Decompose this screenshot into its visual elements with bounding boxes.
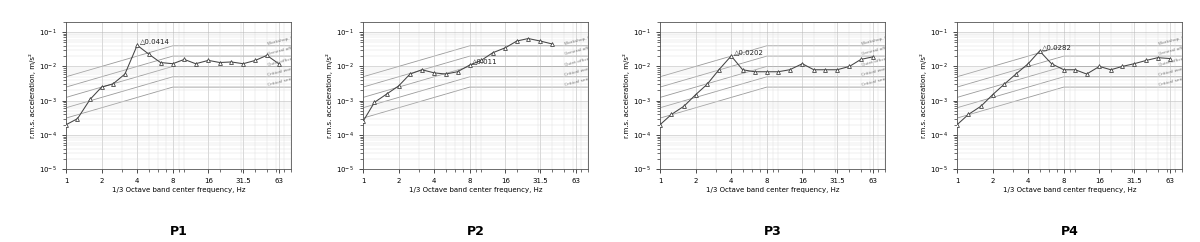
Text: Quiet office, 0.01 m/s²: Quiet office, 0.01 m/s² [1158, 51, 1200, 67]
X-axis label: 1/3 Octave band center frequency, Hz: 1/3 Octave band center frequency, Hz [1003, 187, 1136, 193]
Text: Quiet office, 0.01 m/s²: Quiet office, 0.01 m/s² [266, 51, 316, 67]
Text: Workshop, 0.04 m/s²: Workshop, 0.04 m/s² [860, 31, 905, 46]
Text: △0.0282: △0.0282 [1042, 44, 1072, 50]
Text: P2: P2 [467, 226, 485, 239]
Text: Critical working areas, 0.005 m/s²: Critical working areas, 0.005 m/s² [266, 55, 340, 77]
Text: Critical working areas, 0.005 m/s²: Critical working areas, 0.005 m/s² [564, 55, 636, 77]
Text: P3: P3 [763, 226, 781, 239]
Text: Critical working areas, 0.005 m/s²: Critical working areas, 0.005 m/s² [1158, 55, 1200, 77]
Text: △0.011: △0.011 [473, 58, 498, 64]
Text: P1: P1 [169, 226, 187, 239]
Text: Critical sensitive areas: Critical sensitive areas [1158, 71, 1200, 87]
X-axis label: 1/3 Octave band center frequency, Hz: 1/3 Octave band center frequency, Hz [706, 187, 839, 193]
Text: Quiet office, 0.01 m/s²: Quiet office, 0.01 m/s² [564, 51, 612, 67]
Text: Critical working areas, 0.005 m/s²: Critical working areas, 0.005 m/s² [860, 55, 934, 77]
Text: △0.0414: △0.0414 [139, 38, 169, 45]
Y-axis label: r.m.s. acceleration, m/s²: r.m.s. acceleration, m/s² [920, 53, 928, 138]
Y-axis label: r.m.s. acceleration, m/s²: r.m.s. acceleration, m/s² [326, 53, 334, 138]
Text: Workshop, 0.04 m/s²: Workshop, 0.04 m/s² [266, 31, 311, 46]
Text: Critical sensitive areas: Critical sensitive areas [266, 71, 316, 87]
Text: General office, 0.02 m/s²: General office, 0.02 m/s² [266, 39, 320, 56]
X-axis label: 1/3 Octave band center frequency, Hz: 1/3 Octave band center frequency, Hz [409, 187, 542, 193]
Y-axis label: r.m.s. acceleration, m/s²: r.m.s. acceleration, m/s² [623, 53, 630, 138]
Text: General office, 0.02 m/s²: General office, 0.02 m/s² [1158, 39, 1200, 56]
Text: General office, 0.02 m/s²: General office, 0.02 m/s² [564, 39, 618, 56]
Text: Critical sensitive areas: Critical sensitive areas [564, 71, 613, 87]
Text: Quiet office, 0.01 m/s²: Quiet office, 0.01 m/s² [860, 51, 910, 67]
Text: Workshop, 0.04 m/s²: Workshop, 0.04 m/s² [1158, 31, 1200, 46]
Text: Workshop, 0.04 m/s²: Workshop, 0.04 m/s² [564, 31, 608, 46]
Y-axis label: r.m.s. acceleration, m/s²: r.m.s. acceleration, m/s² [29, 53, 36, 138]
Text: P4: P4 [1061, 226, 1079, 239]
Text: General office, 0.02 m/s²: General office, 0.02 m/s² [860, 39, 914, 56]
X-axis label: 1/3 Octave band center frequency, Hz: 1/3 Octave band center frequency, Hz [112, 187, 245, 193]
Text: △0.0202: △0.0202 [733, 49, 763, 55]
Text: Critical sensitive areas: Critical sensitive areas [860, 71, 910, 87]
